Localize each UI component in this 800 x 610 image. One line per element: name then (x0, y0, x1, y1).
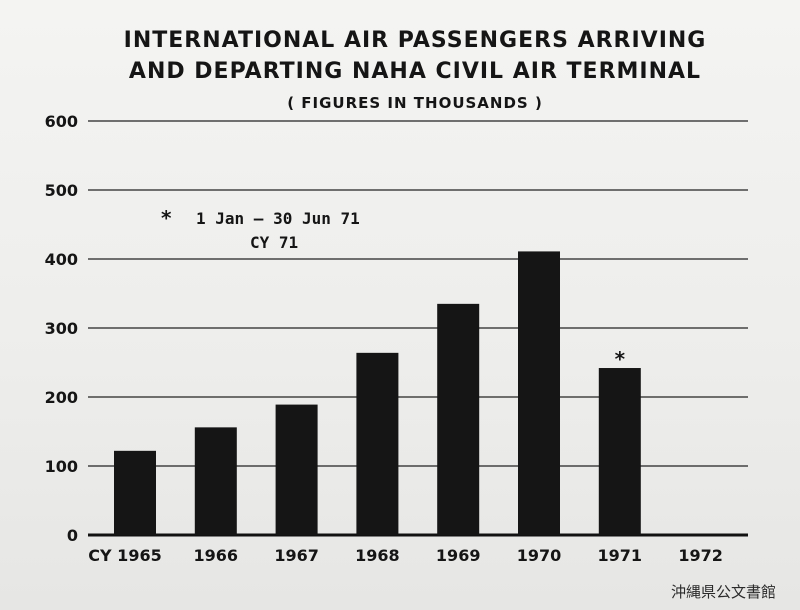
y-tick-label: 300 (45, 319, 78, 338)
x-tick-label: 1971 (598, 546, 643, 565)
chart-title-line-1: INTERNATIONAL AIR PASSENGERS ARRIVING (123, 28, 707, 53)
x-axis-ticks: CY 1965 1966 1967 1968 1969 1970 1971 1972 (88, 546, 723, 565)
bar-1970 (518, 251, 560, 535)
x-tick-label: CY 1965 (88, 546, 161, 565)
bar-1969 (437, 303, 480, 535)
y-tick-label: 100 (45, 457, 78, 476)
chart-subtitle: ( FIGURES IN THOUSANDS ) (287, 94, 543, 112)
bar-cy-1965 (114, 450, 156, 535)
chart-title-line-2: AND DEPARTING NAHA CIVIL AIR TERMINAL (128, 59, 702, 84)
y-tick-label: 0 (67, 526, 78, 545)
y-axis-ticks: 0 100 200 300 400 500 600 (45, 112, 78, 545)
archive-watermark: 沖縄県公文書館 (670, 583, 776, 601)
bars (114, 251, 641, 535)
x-tick-label: 1969 (436, 546, 481, 565)
annotation-asterisk: * (161, 206, 172, 230)
annotation-line-2: CY 71 (250, 233, 298, 252)
annotation-line-1: 1 Jan — 30 Jun 71 (196, 209, 360, 228)
x-tick-label: 1968 (355, 546, 400, 565)
x-tick-label: 1972 (678, 546, 723, 565)
bar-asterisk: * (615, 347, 626, 371)
x-tick-label: 1966 (194, 546, 239, 565)
y-tick-label: 200 (45, 388, 78, 407)
bar-1968 (356, 352, 399, 535)
y-tick-label: 600 (45, 112, 78, 131)
y-tick-label: 500 (45, 181, 78, 200)
gridlines (88, 120, 748, 537)
y-tick-label: 400 (45, 250, 78, 269)
x-tick-label: 1970 (517, 546, 562, 565)
bar-1967 (275, 404, 318, 535)
bar-1971 (598, 368, 641, 535)
x-tick-label: 1967 (274, 546, 319, 565)
bar-1966 (194, 427, 237, 535)
annotation: * 1 Jan — 30 Jun 71 CY 71 * (161, 206, 626, 371)
